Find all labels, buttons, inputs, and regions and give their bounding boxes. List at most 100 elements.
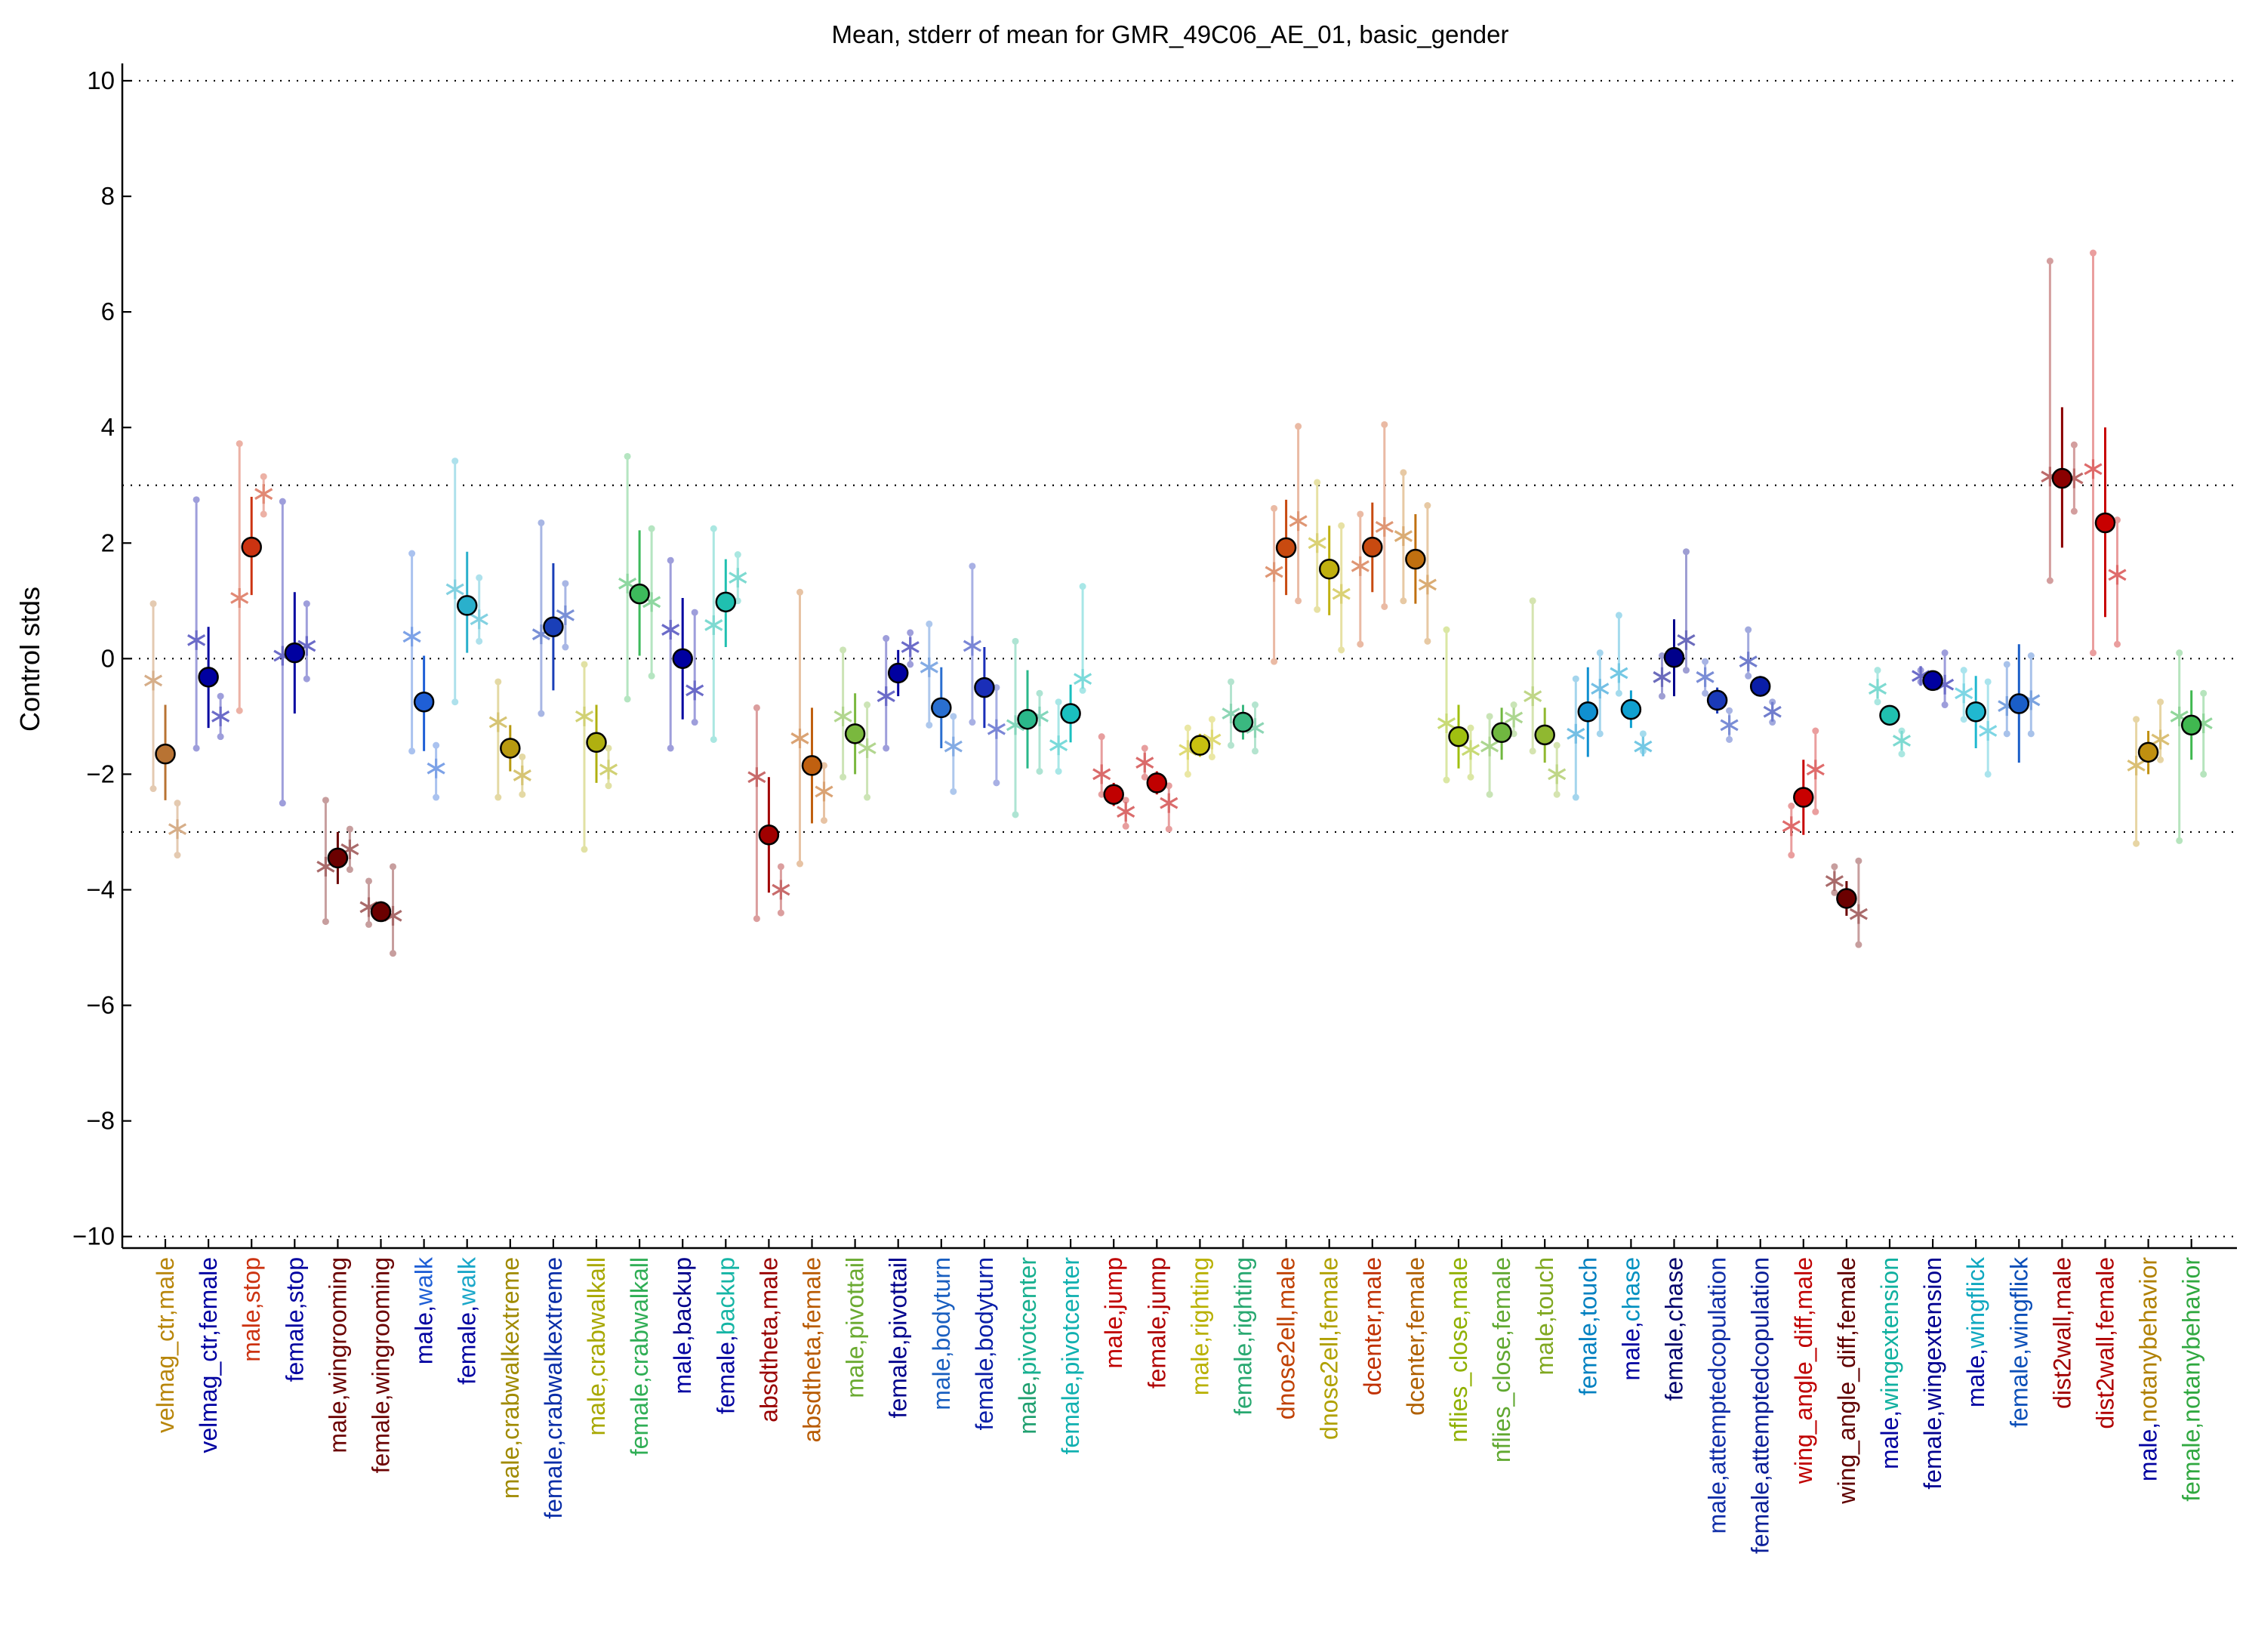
extra-whisker-end — [2046, 577, 2053, 584]
extra-whisker-end — [279, 800, 286, 807]
star-marker-stroke — [1548, 768, 1567, 781]
extra-whisker-end — [1898, 750, 1906, 758]
star-marker — [704, 615, 723, 635]
x-tick-label: absdtheta,female — [799, 1257, 826, 1443]
star-marker — [1505, 707, 1524, 728]
star-marker-stroke — [1892, 735, 1912, 747]
star-marker-stroke — [1289, 515, 1308, 528]
star-marker-stroke — [470, 613, 488, 626]
mean-point — [2180, 714, 2202, 736]
extra-whisker-end — [753, 915, 760, 923]
extra-whisker-end — [2090, 649, 2097, 657]
extra-whisker-end — [1726, 735, 1733, 743]
extra-whisker-end — [648, 672, 655, 680]
extra-whisker-end — [519, 791, 526, 798]
extra-whisker-end — [476, 637, 483, 645]
x-tick-label: dist2wall,male — [2048, 1257, 2075, 1409]
mean-point — [1060, 703, 1081, 724]
extra-whisker-end — [1831, 863, 1838, 871]
x-tick-label: male,backup — [669, 1257, 696, 1394]
star-marker-stroke — [1351, 559, 1369, 572]
mean-point — [1189, 735, 1211, 756]
extra-whisker-end — [2090, 249, 2097, 257]
extra-whisker-end — [1314, 479, 1321, 486]
star-marker — [686, 680, 704, 701]
extra-whisker-end — [864, 794, 871, 801]
extra-whisker-end — [734, 597, 741, 605]
extra-whisker-end — [1529, 747, 1536, 755]
x-tick-label: absdtheta,male — [755, 1257, 782, 1422]
extra-whisker-end — [1141, 744, 1148, 752]
extra-whisker-end — [1012, 811, 1019, 818]
x-tick-label: velmag_ctr,female — [195, 1257, 222, 1453]
star-marker-stroke — [877, 690, 895, 702]
x-tick-label: male,wingflick — [1962, 1256, 1989, 1407]
star-marker-stroke — [790, 732, 809, 744]
star-marker-stroke — [1480, 740, 1499, 753]
mean-point — [1362, 536, 1383, 558]
extra-whisker-end — [753, 704, 760, 711]
star-marker — [230, 587, 249, 608]
mean-point — [1577, 701, 1599, 723]
extra-whisker-end — [1553, 741, 1560, 749]
extra-whisker-end — [260, 473, 267, 480]
x-tick-label-part: dist2wall,female — [2092, 1257, 2119, 1429]
extra-whisker-end — [926, 721, 933, 729]
extra-whisker-end — [1079, 686, 1086, 694]
x-tick-label: female,crabwalkall — [626, 1257, 653, 1456]
star-marker-stroke — [1567, 727, 1585, 740]
star-marker — [920, 657, 938, 677]
mean-point — [327, 847, 349, 869]
extra-whisker-end — [605, 744, 612, 752]
star-marker-stroke — [987, 723, 1006, 735]
extra-whisker-end — [408, 747, 416, 755]
x-tick-label-part: walk — [454, 1256, 481, 1306]
star-marker — [2151, 729, 2170, 750]
extra-whisker-end — [365, 920, 372, 928]
star-marker — [987, 719, 1006, 739]
star-marker — [1955, 683, 1973, 704]
extra-whisker-end — [1812, 727, 1819, 735]
star-marker — [168, 819, 187, 840]
mean-point — [284, 642, 306, 664]
extra-whisker-end — [1831, 889, 1838, 896]
mean-point — [1491, 722, 1512, 744]
extra-whisker-end — [1529, 597, 1536, 605]
star-marker — [1591, 679, 1610, 699]
star-marker — [1892, 731, 1912, 751]
x-tick-label-part: male, — [1617, 1321, 1644, 1380]
star-marker — [1049, 735, 1068, 756]
extra-whisker-end — [1424, 637, 1431, 645]
x-tick-label-part: female,pivottail — [885, 1257, 912, 1418]
mean-point — [2137, 741, 2159, 763]
extra-whisker-end — [1424, 502, 1431, 510]
star-marker — [556, 605, 575, 625]
star-marker-stroke — [2127, 760, 2146, 772]
x-tick-label-part: absdtheta,female — [799, 1257, 826, 1443]
x-tick-label: female,notanybehavior — [2178, 1257, 2205, 1502]
star-marker — [1394, 526, 1413, 547]
x-tick-label-part: dcenter,female — [1402, 1257, 1429, 1416]
extra-whisker-end — [538, 710, 545, 717]
x-tick-label-part: walk — [411, 1256, 438, 1306]
x-tick-label-part: wing_angle_diff,female — [1833, 1257, 1860, 1505]
star-marker — [1868, 679, 1887, 699]
star-marker-stroke — [815, 785, 833, 798]
mean-point — [1922, 670, 1943, 692]
extra-whisker-end — [667, 744, 674, 752]
extra-whisker-end — [1874, 667, 1881, 674]
extra-whisker-end — [494, 794, 502, 801]
x-tick-label-part: male,wingrooming — [324, 1257, 351, 1453]
extra-whisker-end — [433, 794, 440, 801]
y-tick-label: 6 — [101, 297, 115, 325]
star-marker — [1308, 533, 1326, 553]
extra-whisker-end — [2176, 649, 2183, 657]
x-tick-label-part: female,bodyturn — [971, 1257, 998, 1430]
extra-whisker-end — [1314, 606, 1321, 613]
star-marker-stroke — [1868, 683, 1887, 695]
x-tick-label: dcenter,female — [1402, 1257, 1429, 1416]
mean-point — [155, 743, 176, 765]
x-tick-label-part: male,touch — [1531, 1257, 1558, 1376]
star-marker-stroke — [488, 716, 507, 729]
extra-whisker-end — [2157, 756, 2164, 763]
